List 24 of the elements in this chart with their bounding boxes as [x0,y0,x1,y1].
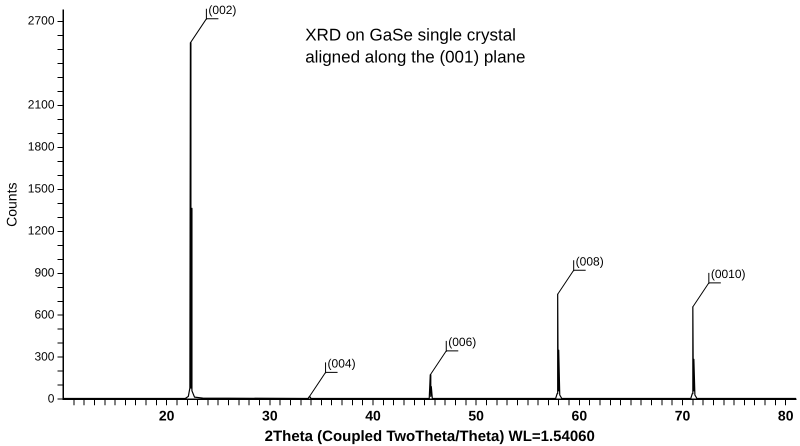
y-tick-label: 0 [48,392,55,406]
x-tick-label: 30 [262,407,278,424]
y-tick-label: 2100 [28,98,55,112]
y-tick-label: 1800 [28,140,55,154]
text: XRD on GaSe single crystal aligned along the (001) plane [305,25,526,66]
x-tick-label: 50 [468,407,484,424]
annotation: (006) [448,335,476,350]
y-tick-label: 300 [34,350,55,364]
x-tick-label: 70 [674,407,691,424]
x-tick-label: 80 [778,407,794,424]
annotation: (004) [328,356,356,371]
x-tick-label: 20 [158,407,175,424]
y-tick-label: 1200 [28,224,55,238]
annotation: (002) [208,3,236,18]
x-tick-label: 60 [572,407,588,424]
y-tick-label: 600 [34,308,55,322]
annotation: (008) [576,254,604,269]
annotation: (0010) [710,267,746,282]
y-tick-label: 2700 [28,14,55,28]
y-tick-label: 1500 [28,182,55,196]
y-tick-label: 900 [34,266,55,280]
x-tick-label: 40 [365,407,381,424]
x-axis-title: 2Theta (Coupled TwoTheta/Theta) WL=1.54060 [264,428,595,446]
y-axis-title: Counts [3,182,20,227]
